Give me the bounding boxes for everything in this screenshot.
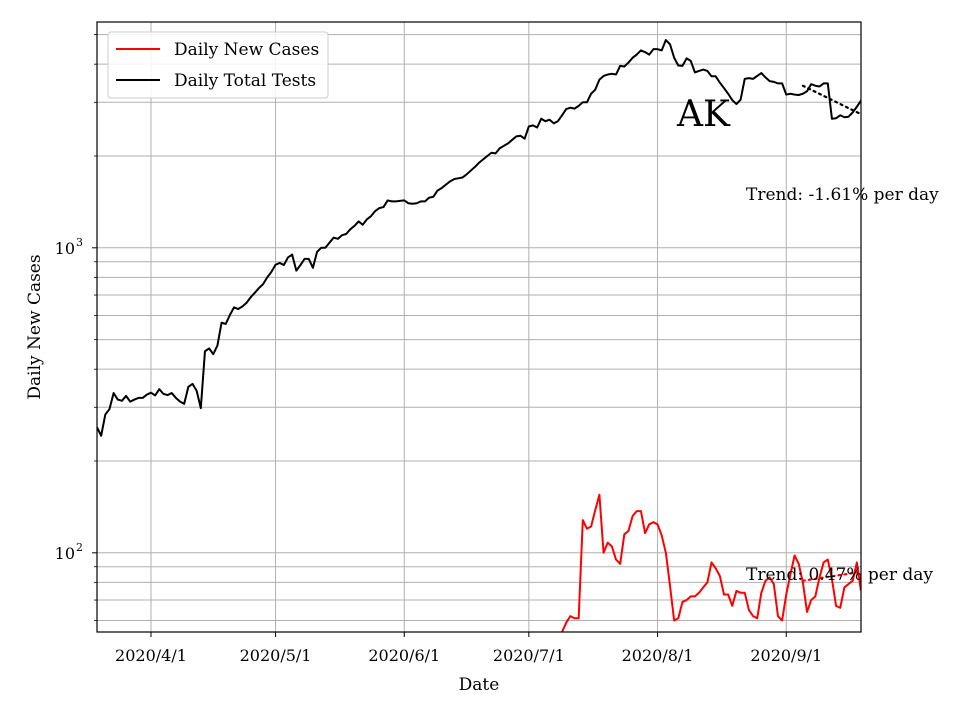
y-axis-title: Daily New Cases xyxy=(25,254,45,399)
x-tick-label: 2020/5/1 xyxy=(240,646,312,665)
legend-box xyxy=(107,31,329,99)
legend-label-tests: Daily Total Tests xyxy=(174,71,316,91)
x-tick-label: 2020/8/1 xyxy=(622,646,694,665)
trend-annotation-cases: Trend: 0.47% per day xyxy=(746,565,933,585)
trend-line-cases xyxy=(801,570,861,582)
x-tick-label: 2020/9/1 xyxy=(750,646,822,665)
y-tick-label: 10 xyxy=(55,239,75,258)
x-tick-label: 2020/7/1 xyxy=(493,646,565,665)
trend-line-tests xyxy=(801,84,861,116)
y-tick-exponent: 3 xyxy=(76,236,83,249)
x-tick-label: 2020/4/1 xyxy=(115,646,187,665)
series-line-tests xyxy=(97,39,861,437)
series-line-cases xyxy=(561,493,861,632)
state-label: AK xyxy=(676,94,731,135)
grid xyxy=(97,22,861,632)
legend-label-cases: Daily New Cases xyxy=(174,40,319,60)
x-tick-label: 2020/6/1 xyxy=(368,646,440,665)
y-tick-exponent: 2 xyxy=(76,541,83,554)
x-axis-title: Date xyxy=(459,675,500,695)
y-tick-label: 10 xyxy=(55,544,75,563)
x-axis: 2020/4/1 2020/5/1 2020/6/1 2020/7/1 2020/8/1… xyxy=(115,632,822,665)
trend-annotation-tests: Trend: -1.61% per day xyxy=(746,185,939,205)
legend: Daily New Cases Daily Total Tests xyxy=(107,31,329,99)
series-layer xyxy=(97,39,861,632)
plot-frame xyxy=(96,21,862,633)
